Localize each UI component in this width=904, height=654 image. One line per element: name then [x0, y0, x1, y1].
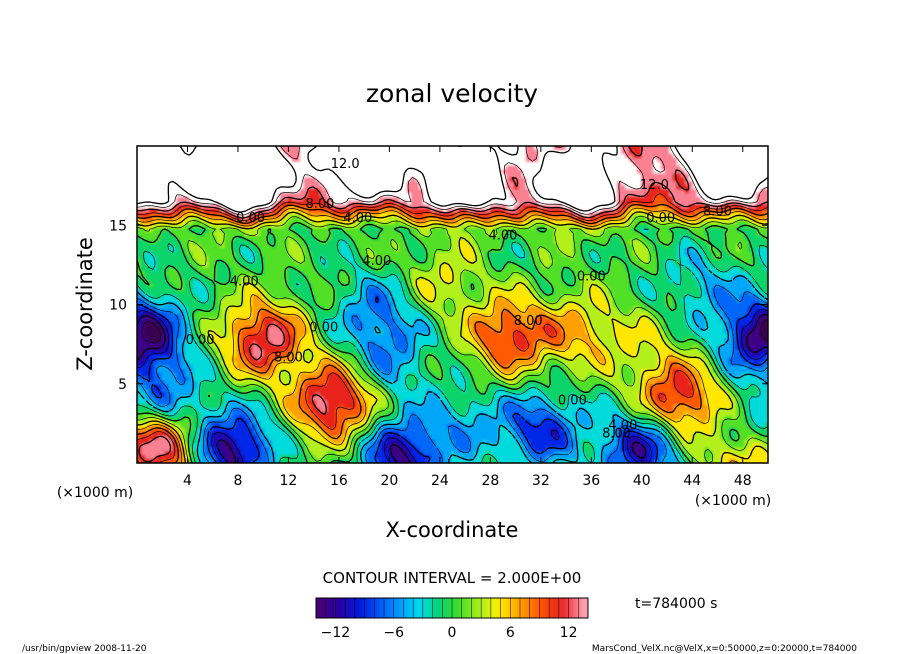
contour-level [137, 309, 768, 463]
contour-level [137, 193, 768, 463]
contour-level [137, 207, 768, 463]
x-tick-label: 24 [431, 473, 449, 489]
contour-label: 0.00 [646, 211, 675, 226]
contour-label: 8.00 [306, 197, 335, 212]
x-tick-label: 12 [280, 473, 298, 489]
contour-level [137, 146, 768, 463]
colorbar-tick-label: 6 [506, 625, 515, 641]
contour-label: 0.00 [309, 320, 338, 335]
plot-area: 12.0 12.0 8.00 8.00 0.00 4.00 0.00 4.00 4.00 0.00… [137, 146, 768, 463]
x-axis-ticks: 4 8 12 16 20 24 28 32 36 40 44 48 [183, 146, 752, 489]
contour-label: 4.00 [489, 229, 518, 244]
x-tick-label: 36 [582, 473, 600, 489]
z-axis-ticks: 5 10 15 [109, 218, 768, 393]
contour-level [137, 296, 768, 463]
contour-label: 0.00 [558, 393, 587, 408]
colorbar-dividers [325, 598, 579, 618]
x-tick-label: 44 [683, 473, 701, 489]
z-axis-label: Z-coordinate [73, 237, 97, 371]
z-tick-label: 15 [109, 218, 127, 234]
colorbar-tick-label: 0 [448, 625, 457, 641]
contour-label: 8.00 [274, 351, 303, 366]
colorbar-tick-label: 12 [560, 625, 578, 641]
contour-level [137, 203, 768, 463]
contour-level [137, 228, 768, 463]
contour-level [137, 220, 768, 463]
x-tick-label: 32 [532, 473, 550, 489]
contour-label: 0.00 [186, 333, 215, 348]
time-label: t=784000 s [635, 596, 717, 612]
contour-level [137, 284, 768, 463]
x-unit-left: (×1000 m) [57, 485, 133, 501]
contour-level [137, 246, 768, 463]
footer-right: MarsCond_VelX.nc@VelX,x=0:50000,z=0:2000… [592, 644, 857, 654]
x-tick-label: 16 [330, 473, 348, 489]
contour-level [137, 211, 768, 463]
contour-label: 4.00 [362, 254, 391, 269]
contour-lines [137, 146, 768, 463]
contour-label: 4.00 [608, 419, 637, 434]
contour-label: 8.00 [703, 205, 732, 220]
x-tick-label: 8 [233, 473, 242, 489]
contour-label: 0.00 [236, 211, 265, 226]
x-axis-label: X-coordinate [386, 518, 519, 542]
x-tick-label: 20 [380, 473, 398, 489]
contour-label: 0.00 [577, 270, 606, 285]
colorbar-ticks: −12 −6 0 6 12 [321, 625, 578, 641]
contour-interval-text: CONTOUR INTERVAL = 2.000E+00 [323, 569, 582, 587]
z-tick-label: 5 [118, 377, 127, 393]
contour-level [137, 313, 768, 463]
colorbar-frame [315, 597, 589, 619]
contour-label: 4.00 [343, 211, 372, 226]
colorbar-tick-label: −12 [321, 625, 351, 641]
x-tick-label: 40 [633, 473, 651, 489]
contour-level [141, 319, 768, 344]
contour-level [137, 215, 768, 463]
z-tick-label: 10 [109, 298, 127, 314]
x-tick-label: 28 [481, 473, 499, 489]
contour-label: 12.0 [331, 157, 360, 172]
colorbar-tick-label: −6 [383, 625, 404, 641]
x-unit-right: (×1000 m) [695, 493, 771, 509]
footer-left: /usr/bin/gpview 2008-11-20 [22, 644, 147, 654]
x-tick-label: 48 [734, 473, 752, 489]
plot-title: zonal velocity [366, 79, 538, 108]
contour-labels: 12.0 12.0 8.00 8.00 0.00 4.00 0.00 4.00 4.00 0.00… [186, 157, 732, 441]
contour-label: 8.00 [514, 314, 543, 329]
contour-label: 4.00 [230, 274, 259, 289]
contour-label: 12.0 [640, 178, 669, 193]
x-tick-label: 4 [183, 473, 192, 489]
contour-label: 8.00 [602, 427, 631, 442]
